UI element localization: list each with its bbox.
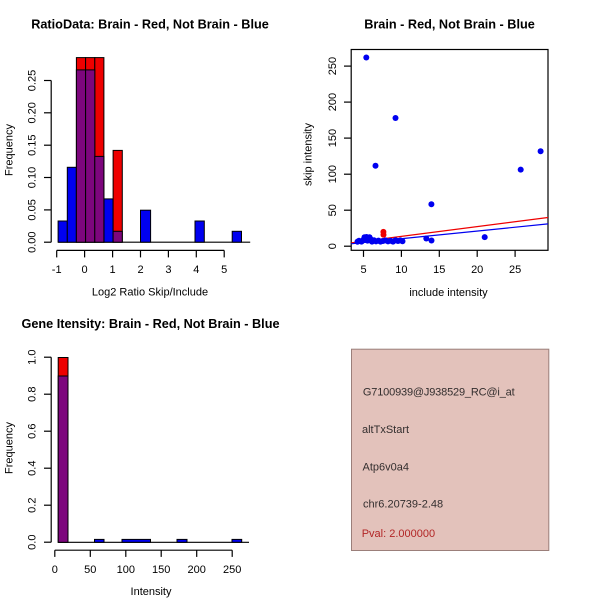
svg-text:15: 15 bbox=[433, 264, 445, 276]
svg-text:Pval: 2.000000: Pval: 2.000000 bbox=[362, 528, 435, 540]
svg-text:-1: -1 bbox=[52, 264, 62, 276]
svg-text:25: 25 bbox=[509, 264, 521, 276]
svg-text:chr6.20739-2.48: chr6.20739-2.48 bbox=[363, 499, 443, 511]
svg-text:200: 200 bbox=[188, 564, 206, 576]
svg-text:5: 5 bbox=[221, 264, 227, 276]
svg-text:0.15: 0.15 bbox=[27, 134, 39, 155]
svg-text:0: 0 bbox=[82, 264, 88, 276]
svg-text:10: 10 bbox=[395, 264, 407, 276]
svg-text:1: 1 bbox=[110, 264, 116, 276]
svg-text:0.0: 0.0 bbox=[27, 535, 39, 550]
svg-text:G7100939@J938529_RC@i_at: G7100939@J938529_RC@i_at bbox=[363, 387, 515, 399]
svg-text:Frequency: Frequency bbox=[4, 124, 16, 176]
svg-text:RatioData: Brain - Red, Not Br: RatioData: Brain - Red, Not Brain - Blue bbox=[31, 18, 269, 32]
svg-text:20: 20 bbox=[471, 264, 483, 276]
svg-text:Gene Itensity: Brain - Red, No: Gene Itensity: Brain - Red, Not Brain - … bbox=[21, 317, 279, 331]
svg-text:Atp6v0a4: Atp6v0a4 bbox=[363, 462, 409, 474]
svg-text:Log2 Ratio Skip/Include: Log2 Ratio Skip/Include bbox=[92, 287, 208, 299]
svg-text:Intensity: Intensity bbox=[131, 586, 172, 598]
svg-text:250: 250 bbox=[223, 564, 241, 576]
svg-text:0.4: 0.4 bbox=[27, 461, 39, 476]
svg-text:2: 2 bbox=[137, 264, 143, 276]
svg-text:150: 150 bbox=[327, 129, 339, 147]
svg-text:50: 50 bbox=[327, 204, 339, 216]
svg-text:5: 5 bbox=[360, 264, 366, 276]
svg-text:100: 100 bbox=[117, 564, 135, 576]
svg-text:include intensity: include intensity bbox=[409, 287, 488, 299]
svg-text:50: 50 bbox=[84, 564, 96, 576]
svg-text:0.00: 0.00 bbox=[27, 231, 39, 252]
svg-text:0: 0 bbox=[52, 564, 58, 576]
svg-text:skip intensity: skip intensity bbox=[303, 123, 315, 186]
svg-text:4: 4 bbox=[193, 264, 199, 276]
svg-text:100: 100 bbox=[327, 165, 339, 183]
svg-text:3: 3 bbox=[165, 264, 171, 276]
svg-text:Frequency: Frequency bbox=[4, 422, 16, 474]
svg-text:altTxStart: altTxStart bbox=[362, 424, 409, 436]
svg-text:0: 0 bbox=[327, 243, 339, 249]
svg-text:1.0: 1.0 bbox=[27, 350, 39, 365]
svg-text:0.8: 0.8 bbox=[27, 387, 39, 402]
svg-text:0.20: 0.20 bbox=[27, 102, 39, 123]
svg-text:250: 250 bbox=[327, 57, 339, 75]
svg-text:0.6: 0.6 bbox=[27, 424, 39, 439]
svg-text:150: 150 bbox=[152, 564, 170, 576]
svg-text:0.2: 0.2 bbox=[27, 498, 39, 513]
svg-text:200: 200 bbox=[327, 93, 339, 111]
svg-text:0.25: 0.25 bbox=[27, 70, 39, 91]
svg-text:0.05: 0.05 bbox=[27, 199, 39, 220]
svg-text:0.10: 0.10 bbox=[27, 167, 39, 188]
svg-text:Brain - Red, Not Brain - Blue: Brain - Red, Not Brain - Blue bbox=[364, 18, 535, 32]
